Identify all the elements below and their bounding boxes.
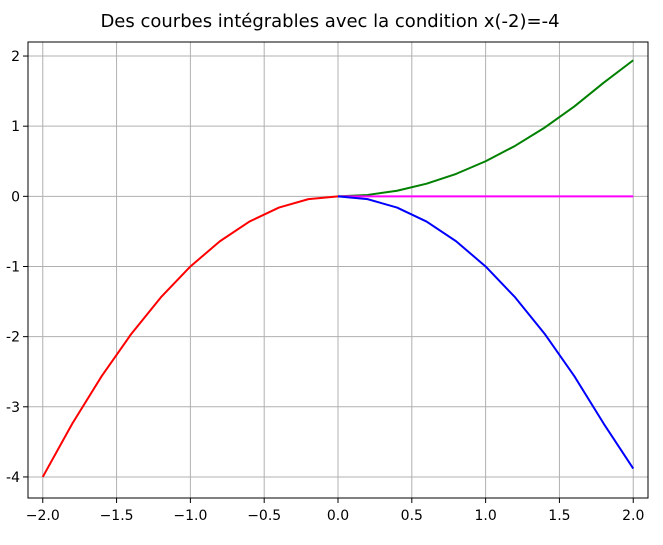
x-tick-label: −1.5	[100, 508, 134, 524]
x-tick-label: −1.0	[173, 508, 207, 524]
y-tick-label: -4	[6, 470, 20, 486]
grid	[28, 42, 648, 498]
x-tick-label: 0.5	[401, 508, 423, 524]
x-tick-label: 2.0	[622, 508, 644, 524]
series-line-1	[337, 59, 634, 198]
x-tick-label: −2.0	[26, 508, 60, 524]
x-tick-label: 1.0	[474, 508, 496, 524]
y-tick-label: -3	[6, 400, 20, 416]
x-tick-label: 1.5	[548, 508, 570, 524]
axis-ticks: −2.0 −1.5 −1.0 −0.5 0.0 0.5 1.0 1.5 2.0 -4 -3 -2 -1 0…	[6, 49, 644, 524]
y-tick-label: 1	[11, 119, 20, 135]
x-tick-label: 0.0	[327, 508, 349, 524]
series-group	[41, 59, 635, 478]
y-tick-label: -2	[6, 330, 20, 346]
series-line-3	[337, 195, 635, 470]
series-line-0	[41, 195, 339, 478]
y-tick-label: 0	[11, 189, 20, 205]
x-tick-label: −0.5	[247, 508, 281, 524]
chart-title: Des courbes intégrables avec la conditio…	[100, 11, 559, 32]
y-tick-label: -1	[6, 259, 20, 275]
y-tick-label: 2	[11, 49, 20, 65]
